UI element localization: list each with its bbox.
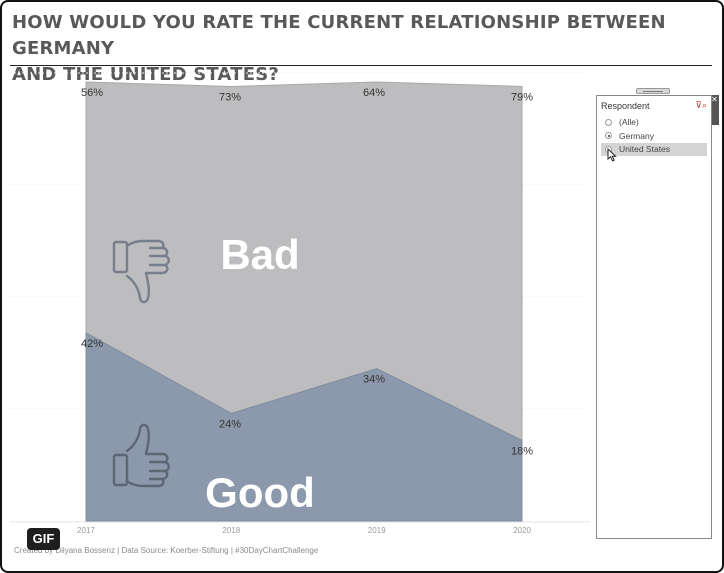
- data-label-bad: 64%: [363, 87, 385, 99]
- radio-button-icon[interactable]: [605, 132, 612, 139]
- area-label-bad: Bad: [220, 231, 299, 278]
- title-divider: [10, 65, 712, 66]
- area-label-good: Good: [205, 469, 315, 516]
- filter-search-icon[interactable]: ⊽⌕: [695, 100, 707, 110]
- x-tick-label: 2018: [222, 526, 240, 535]
- x-tick-label: 2017: [77, 526, 95, 535]
- radio-button-icon[interactable]: [605, 118, 612, 126]
- filter-option-label: Germany: [619, 130, 654, 141]
- filter-option-label: (Alle): [619, 117, 639, 127]
- x-axis: 2017 2018 2019 2020: [10, 521, 590, 535]
- filter-option[interactable]: Germany: [601, 130, 707, 143]
- thumbs-down-icon: [112, 239, 170, 304]
- filter-header: Respondent ⊽⌕: [601, 100, 707, 113]
- data-label-good: 42%: [81, 338, 103, 350]
- data-label-good: 34%: [363, 374, 385, 386]
- filter-drag-handle[interactable]: [636, 88, 670, 94]
- data-labels: 56% 42% 73% 24% 64% 34% 79% 18%: [81, 87, 533, 457]
- area-series: [85, 81, 523, 522]
- mouse-cursor-icon: [607, 148, 617, 162]
- thumbs-up-icon: [112, 423, 170, 488]
- filter-options-list: (Alle) Germany United States: [601, 116, 707, 157]
- x-tick-label: 2020: [513, 526, 531, 535]
- data-label-good: 24%: [219, 418, 241, 430]
- filter-close-icon[interactable]: ✕: [710, 95, 719, 125]
- respondent-filter-panel: Respondent ⊽⌕ (Alle) Germany United States: [596, 95, 712, 539]
- filter-title: Respondent: [601, 101, 650, 111]
- data-label-good: 18%: [511, 445, 533, 457]
- gif-badge: GIF: [27, 528, 60, 550]
- stacked-area-chart: 56% 42% 73% 24% 64% 34% 79% 18% 2017 2018 2019 202…: [10, 72, 590, 535]
- filter-option-label: United States: [619, 144, 671, 154]
- footer-credits: Created by Dilyana Bossenz | Data Source…: [14, 546, 319, 555]
- area-good: [85, 331, 523, 522]
- data-label-bad: 56%: [81, 87, 103, 99]
- x-tick-label: 2019: [368, 526, 386, 535]
- data-label-bad: 73%: [219, 91, 241, 103]
- data-label-bad: 79%: [511, 91, 533, 103]
- page-title: HOW WOULD YOU RATE THE CURRENT RELATIONS…: [12, 12, 666, 85]
- filter-option[interactable]: (Alle): [601, 116, 707, 129]
